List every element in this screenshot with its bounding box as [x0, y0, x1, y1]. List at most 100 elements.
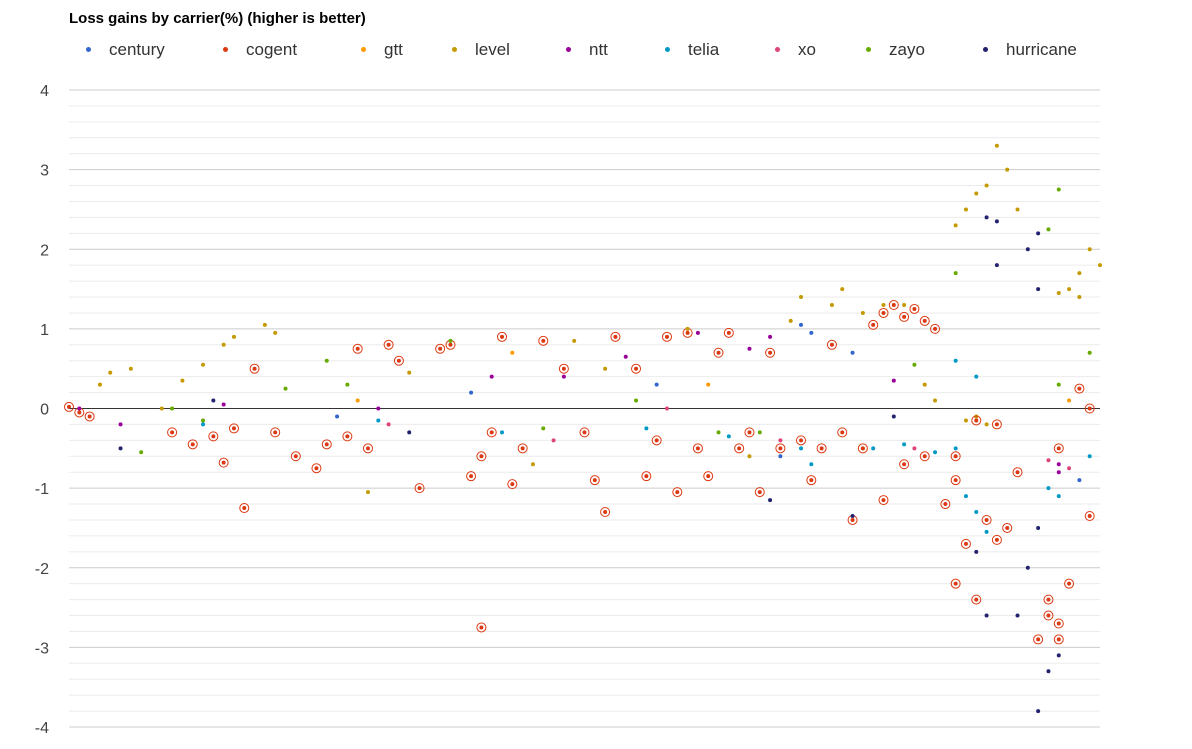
- point-cogent[interactable]: [541, 338, 546, 343]
- point-cogent[interactable]: [500, 334, 505, 339]
- point-hurricane[interactable]: [994, 263, 999, 268]
- point-cogent[interactable]: [273, 430, 278, 435]
- point-level[interactable]: [1077, 295, 1082, 300]
- point-level[interactable]: [685, 326, 690, 331]
- point-level[interactable]: [1005, 167, 1010, 172]
- point-level[interactable]: [963, 418, 968, 423]
- point-zayo[interactable]: [1087, 350, 1092, 355]
- point-telia[interactable]: [953, 358, 958, 363]
- point-cogent[interactable]: [314, 466, 319, 471]
- point-gtt[interactable]: [510, 350, 515, 355]
- point-cogent[interactable]: [67, 404, 71, 409]
- point-ntt[interactable]: [623, 354, 628, 359]
- point-hurricane[interactable]: [118, 446, 123, 451]
- point-cogent[interactable]: [850, 517, 855, 522]
- point-ntt[interactable]: [77, 406, 82, 411]
- point-century[interactable]: [850, 350, 855, 355]
- point-hurricane[interactable]: [1025, 565, 1030, 570]
- point-hurricane[interactable]: [994, 219, 999, 224]
- point-cogent[interactable]: [365, 446, 370, 451]
- point-cogent[interactable]: [293, 454, 298, 459]
- point-cogent[interactable]: [953, 478, 958, 483]
- point-cogent[interactable]: [479, 454, 484, 459]
- point-cogent[interactable]: [963, 541, 968, 546]
- point-cogent[interactable]: [860, 446, 865, 451]
- point-cogent[interactable]: [1015, 470, 1020, 475]
- point-cogent[interactable]: [190, 442, 195, 447]
- point-cogent[interactable]: [1067, 581, 1072, 586]
- point-cogent[interactable]: [994, 537, 999, 542]
- point-telia[interactable]: [1087, 454, 1092, 459]
- point-telia[interactable]: [871, 446, 876, 451]
- point-level[interactable]: [953, 223, 958, 228]
- point-level[interactable]: [1077, 271, 1082, 276]
- point-cogent[interactable]: [840, 430, 845, 435]
- point-zayo[interactable]: [757, 430, 762, 435]
- point-ntt[interactable]: [695, 330, 700, 335]
- point-hurricane[interactable]: [407, 430, 412, 435]
- point-cogent[interactable]: [242, 506, 247, 511]
- legend-item-gtt[interactable]: gtt: [361, 38, 403, 62]
- point-cogent[interactable]: [1087, 513, 1092, 518]
- point-hurricane[interactable]: [768, 498, 773, 503]
- point-telia[interactable]: [984, 529, 989, 534]
- point-telia[interactable]: [902, 442, 907, 447]
- point-cogent[interactable]: [345, 434, 350, 439]
- point-cogent[interactable]: [953, 581, 958, 586]
- point-telia[interactable]: [201, 422, 206, 427]
- point-hurricane[interactable]: [850, 513, 855, 518]
- point-level[interactable]: [881, 302, 886, 307]
- point-level[interactable]: [365, 490, 370, 495]
- point-zayo[interactable]: [541, 426, 546, 431]
- point-cogent[interactable]: [561, 366, 566, 371]
- point-cogent[interactable]: [417, 486, 422, 491]
- point-zayo[interactable]: [201, 418, 206, 423]
- point-ntt[interactable]: [561, 374, 566, 379]
- point-zayo[interactable]: [716, 430, 721, 435]
- point-cogent[interactable]: [396, 358, 401, 363]
- point-cogent[interactable]: [922, 454, 927, 459]
- legend-item-century[interactable]: century: [86, 38, 165, 62]
- legend-item-ntt[interactable]: ntt: [566, 38, 608, 62]
- point-xo[interactable]: [912, 446, 917, 451]
- point-level[interactable]: [1015, 207, 1020, 212]
- point-hurricane[interactable]: [891, 414, 896, 419]
- point-level[interactable]: [180, 378, 185, 383]
- point-level[interactable]: [572, 338, 577, 343]
- point-cogent[interactable]: [737, 446, 742, 451]
- point-telia[interactable]: [974, 374, 979, 379]
- point-cogent[interactable]: [912, 306, 917, 311]
- point-cogent[interactable]: [520, 446, 525, 451]
- point-ntt[interactable]: [747, 346, 752, 351]
- point-ntt[interactable]: [376, 406, 381, 411]
- point-cogent[interactable]: [613, 334, 618, 339]
- point-cogent[interactable]: [891, 302, 896, 307]
- point-ntt[interactable]: [891, 378, 896, 383]
- point-telia[interactable]: [376, 418, 381, 423]
- point-level[interactable]: [159, 406, 164, 411]
- point-cogent[interactable]: [757, 490, 762, 495]
- point-cogent[interactable]: [603, 510, 608, 515]
- point-cogent[interactable]: [881, 310, 886, 315]
- point-ntt[interactable]: [1056, 470, 1061, 475]
- point-cogent[interactable]: [933, 326, 938, 331]
- point-level[interactable]: [1087, 247, 1092, 252]
- point-cogent[interactable]: [953, 454, 958, 459]
- point-xo[interactable]: [1046, 458, 1051, 463]
- point-cogent[interactable]: [644, 474, 649, 479]
- point-zayo[interactable]: [912, 362, 917, 367]
- point-ntt[interactable]: [1056, 462, 1061, 467]
- point-xo[interactable]: [386, 422, 391, 427]
- point-telia[interactable]: [933, 450, 938, 455]
- point-cogent[interactable]: [386, 342, 391, 347]
- legend-item-zayo[interactable]: zayo: [866, 38, 925, 62]
- point-cogent[interactable]: [1087, 406, 1092, 411]
- point-cogent[interactable]: [592, 478, 597, 483]
- point-ntt[interactable]: [489, 374, 494, 379]
- point-zayo[interactable]: [1046, 227, 1051, 232]
- point-cogent[interactable]: [510, 482, 515, 487]
- point-level[interactable]: [963, 207, 968, 212]
- point-cogent[interactable]: [726, 330, 731, 335]
- point-cogent[interactable]: [489, 430, 494, 435]
- point-telia[interactable]: [809, 462, 814, 467]
